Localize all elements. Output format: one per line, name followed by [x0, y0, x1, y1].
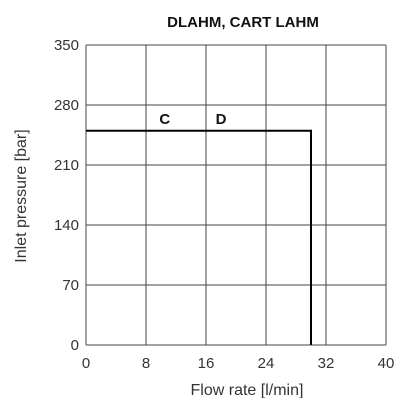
y-tick-label: 350: [54, 37, 79, 54]
y-tick-label: 210: [54, 157, 79, 174]
annotation-label: D: [216, 111, 227, 128]
y-tick-label: 0: [71, 337, 79, 354]
x-tick-label: 32: [318, 355, 335, 372]
x-tick-label: 0: [82, 355, 90, 372]
grid: [85, 44, 387, 346]
y-tick-label: 140: [54, 217, 79, 234]
annotation-label: C: [159, 111, 170, 128]
series-line: [86, 129, 312, 345]
y-tick-label: 280: [54, 97, 79, 114]
x-tick-label: 24: [258, 355, 275, 372]
x-tick-label: 8: [142, 355, 150, 372]
x-tick-label: 40: [378, 355, 395, 372]
x-tick-label: 16: [198, 355, 215, 372]
y-tick-label: 70: [62, 277, 79, 294]
x-axis-label: Flow rate [l/min]: [191, 382, 304, 398]
series: [86, 129, 312, 345]
y-tick-labels: 0 70 140 210 280 350: [54, 37, 79, 354]
y-axis-label: Inlet pressure [bar]: [13, 129, 30, 262]
chart-title: DLAHM, CART LAHM: [167, 14, 319, 31]
x-tick-labels: 0 8 16 24 32 40: [82, 355, 395, 372]
